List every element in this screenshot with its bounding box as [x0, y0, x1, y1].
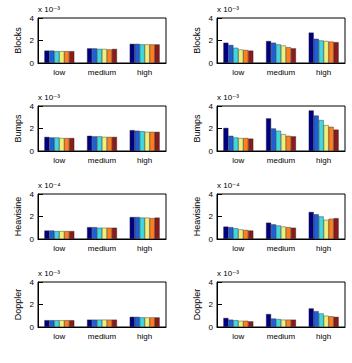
svg-text:2: 2 [209, 36, 214, 45]
svg-text:0: 0 [30, 147, 35, 156]
svg-text:low: low [232, 68, 244, 77]
svg-text:medium: medium [88, 332, 117, 341]
svg-text:high: high [316, 332, 331, 341]
svg-text:Blocks: Blocks [192, 27, 202, 54]
svg-text:low: low [53, 68, 65, 77]
svg-text:medium: medium [267, 244, 296, 253]
svg-text:high: high [316, 68, 331, 77]
svg-text:medium: medium [88, 244, 117, 253]
svg-text:medium: medium [267, 156, 296, 165]
svg-text:medium: medium [267, 68, 296, 77]
svg-text:high: high [137, 332, 152, 341]
svg-text:Blocks: Blocks [13, 27, 23, 54]
svg-text:low: low [232, 332, 244, 341]
svg-text:Bumps: Bumps [13, 114, 23, 143]
svg-text:high: high [316, 244, 331, 253]
svg-text:x 10⁻⁴: x 10⁻⁴ [217, 181, 240, 190]
svg-text:x 10⁻³: x 10⁻³ [38, 269, 60, 278]
svg-text:0: 0 [209, 147, 214, 156]
svg-text:2: 2 [30, 124, 35, 133]
svg-text:4: 4 [30, 14, 35, 23]
svg-text:x 10⁻³: x 10⁻³ [217, 93, 239, 102]
svg-text:high: high [316, 156, 331, 165]
svg-text:x 10⁻³: x 10⁻³ [217, 269, 239, 278]
svg-text:x 10⁻³: x 10⁻³ [38, 5, 60, 14]
svg-text:0: 0 [209, 235, 214, 244]
svg-text:x 10⁻³: x 10⁻³ [217, 5, 239, 14]
svg-text:x 10⁻³: x 10⁻³ [38, 93, 60, 102]
svg-text:x 10⁻⁴: x 10⁻⁴ [38, 181, 61, 190]
svg-text:medium: medium [88, 156, 117, 165]
svg-text:low: low [53, 244, 65, 253]
svg-text:low: low [232, 244, 244, 253]
svg-text:low: low [53, 332, 65, 341]
svg-text:low: low [53, 156, 65, 165]
svg-text:medium: medium [267, 332, 296, 341]
svg-text:2: 2 [30, 212, 35, 221]
svg-text:4: 4 [209, 14, 214, 23]
svg-text:0: 0 [30, 235, 35, 244]
svg-text:2: 2 [30, 36, 35, 45]
svg-text:high: high [137, 156, 152, 165]
svg-text:Doppler: Doppler [192, 289, 202, 321]
svg-text:2: 2 [209, 212, 214, 221]
svg-text:4: 4 [30, 190, 35, 199]
svg-text:0: 0 [209, 323, 214, 332]
svg-text:0: 0 [30, 59, 35, 68]
svg-text:medium: medium [88, 68, 117, 77]
svg-text:4: 4 [30, 102, 35, 111]
svg-text:4: 4 [209, 102, 214, 111]
svg-text:low: low [232, 156, 244, 165]
svg-text:4: 4 [209, 190, 214, 199]
svg-text:4: 4 [209, 278, 214, 287]
svg-text:2: 2 [30, 300, 35, 309]
svg-text:high: high [137, 244, 152, 253]
svg-text:4: 4 [30, 278, 35, 287]
svg-text:Bumps: Bumps [192, 114, 202, 143]
svg-text:Heavisine: Heavisine [192, 197, 202, 237]
svg-text:Heavisine: Heavisine [13, 197, 23, 237]
svg-text:0: 0 [209, 59, 214, 68]
svg-text:0: 0 [30, 323, 35, 332]
svg-text:high: high [137, 68, 152, 77]
svg-text:Doppler: Doppler [13, 289, 23, 321]
svg-text:2: 2 [209, 300, 214, 309]
svg-text:2: 2 [209, 124, 214, 133]
